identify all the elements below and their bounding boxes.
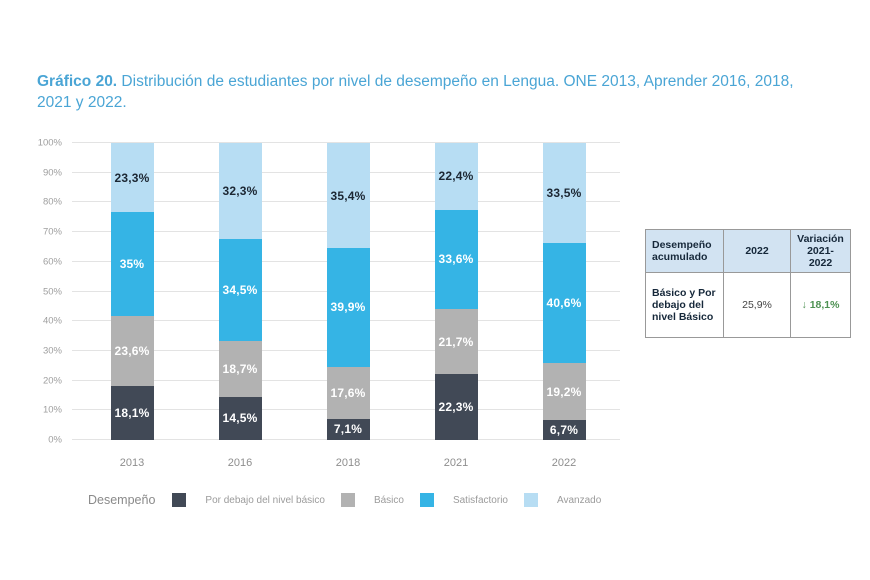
bar-segment: 33,5% — [542, 143, 586, 243]
bar-segment-label: 21,7% — [438, 334, 474, 349]
bar-segment: 23,3% — [110, 143, 154, 213]
x-tick-label: 2021 — [443, 457, 469, 469]
table-cell-variation: ↓ 18,1% — [790, 272, 851, 338]
bar-2018: 7,1% 17,6% 39,9% 35,4% — [326, 143, 370, 440]
chart-title-prefix: Gráfico 20. — [37, 73, 118, 90]
bar-segment: 6,7% — [542, 420, 586, 440]
bar-segment: 22,3% — [434, 373, 478, 440]
table-header-row: Desempeño acumulado 2022 Variación 2021-… — [645, 229, 851, 273]
bar-segment-label: 32,3% — [222, 183, 258, 198]
bar-segment: 35,4% — [326, 143, 370, 249]
bar-segment-label: 18,1% — [114, 406, 150, 421]
y-tick-label: 100% — [37, 137, 62, 149]
bar-segment: 40,6% — [542, 242, 586, 364]
x-tick-label: 2016 — [227, 457, 253, 469]
y-tick-label: 10% — [42, 404, 62, 416]
bar-segment-label: 33,6% — [438, 252, 474, 267]
bar-2022: 6,7% 19,2% 40,6% 33,5% — [542, 143, 586, 440]
y-tick-label: 0% — [48, 434, 62, 446]
bar-segment-label: 35% — [119, 257, 145, 272]
bar-segment-label: 22,3% — [438, 399, 474, 414]
legend-item: Básico — [340, 493, 404, 507]
bar-segment: 32,3% — [218, 143, 262, 239]
table-header-variacion: Variación 2021-2022 — [790, 229, 851, 273]
legend-swatch-icon — [419, 493, 434, 507]
bar-segment-label: 33,5% — [546, 185, 582, 200]
y-tick-label: 70% — [42, 226, 62, 238]
bar-segment: 33,6% — [434, 209, 478, 310]
table-cell-label: Básico y Por debajo del nivel Básico — [645, 272, 724, 338]
table-header-2022: 2022 — [723, 229, 791, 273]
bar-segment-label: 6,7% — [549, 423, 579, 438]
legend-label: Avanzado — [556, 494, 602, 506]
legend-label: Básico — [373, 494, 404, 506]
bar-segment-label: 7,1% — [333, 422, 363, 437]
y-tick-label: 50% — [42, 286, 62, 297]
x-axis: 2013 2016 2018 2021 2022 — [0, 457, 870, 473]
bar-segment: 35% — [110, 212, 154, 317]
legend-label: Por debajo del nivel básico — [205, 494, 325, 506]
legend-item: Avanzado — [523, 493, 602, 507]
down-arrow-icon: ↓ — [801, 299, 807, 311]
chart-legend: Desempeño Por debajo del nivel básico Bás… — [88, 493, 617, 507]
y-tick-label: 30% — [42, 345, 62, 357]
bar-segment: 34,5% — [218, 238, 262, 342]
legend-label: Satisfactorio — [452, 494, 508, 506]
y-tick-label: 80% — [42, 196, 62, 208]
bar-2013: 18,1% 23,6% 35% 23,3% — [110, 143, 154, 440]
bar-segment: 19,2% — [542, 363, 586, 421]
bar-2016: 14,5% 18,7% 34,5% 32,3% — [218, 143, 262, 440]
y-tick-label: 20% — [42, 375, 62, 387]
accumulated-performance-table: Desempeño acumulado 2022 Variación 2021-… — [645, 229, 851, 338]
bar-segment: 23,6% — [110, 316, 154, 387]
bar-segment: 18,1% — [110, 386, 154, 440]
chart-title-text: Distribución de estudiantes por nivel de… — [37, 73, 794, 111]
bar-segment-label: 23,3% — [114, 170, 150, 185]
bar-segment-label: 39,9% — [330, 300, 366, 315]
bar-segment: 18,7% — [218, 341, 262, 397]
x-tick-label: 2013 — [119, 457, 145, 469]
bar-segment-label: 23,6% — [114, 344, 150, 359]
variation-value: 18,1% — [809, 299, 840, 311]
legend-item: Satisfactorio — [419, 493, 508, 507]
bar-segment: 17,6% — [326, 366, 370, 419]
table-row: Básico y Por debajo del nivel Básico 25,… — [645, 272, 851, 338]
bar-segment: 14,5% — [218, 396, 262, 440]
bar-segment: 21,7% — [434, 309, 478, 374]
legend-item: Por debajo del nivel básico — [172, 493, 325, 507]
bar-segment: 22,4% — [434, 143, 478, 210]
legend-title: Desempeño — [88, 493, 156, 507]
legend-swatch-icon — [523, 493, 538, 507]
chart-title: Gráfico 20. Distribución de estudiantes … — [37, 72, 832, 114]
bar-segment-label: 17,6% — [330, 385, 366, 400]
table-header-desempeno: Desempeño acumulado — [645, 229, 724, 273]
legend-swatch-icon — [340, 493, 355, 507]
bar-segment-label: 34,5% — [222, 283, 258, 298]
bar-segment-label: 19,2% — [546, 384, 582, 399]
x-tick-label: 2022 — [551, 457, 577, 469]
bar-segment-label: 14,5% — [222, 411, 258, 426]
table-cell-2022: 25,9% — [723, 272, 791, 338]
plot-area: 18,1% 23,6% 35% 23,3% 14,5% 18,7% 34,5% 32,3% 7,… — [68, 142, 620, 440]
bar-segment: 7,1% — [326, 418, 370, 440]
bar-2021: 22,3% 21,7% 33,6% 22,4% — [434, 143, 478, 440]
gridline — [72, 142, 620, 143]
x-tick-label: 2018 — [335, 457, 361, 469]
bar-segment-label: 40,6% — [546, 295, 582, 310]
y-tick-label: 60% — [42, 256, 62, 268]
bar-segment: 39,9% — [326, 248, 370, 367]
legend-swatch-icon — [172, 493, 187, 507]
y-tick-label: 90% — [42, 167, 62, 179]
bar-segment-label: 18,7% — [222, 362, 258, 377]
y-axis: 0% 10% 20% 30% 40% 50% 60% 70% 80% 90% 100% — [16, 138, 62, 446]
bar-segment-label: 35,4% — [330, 188, 366, 203]
bar-segment-label: 22,4% — [438, 169, 474, 184]
y-tick-label: 40% — [42, 315, 62, 327]
